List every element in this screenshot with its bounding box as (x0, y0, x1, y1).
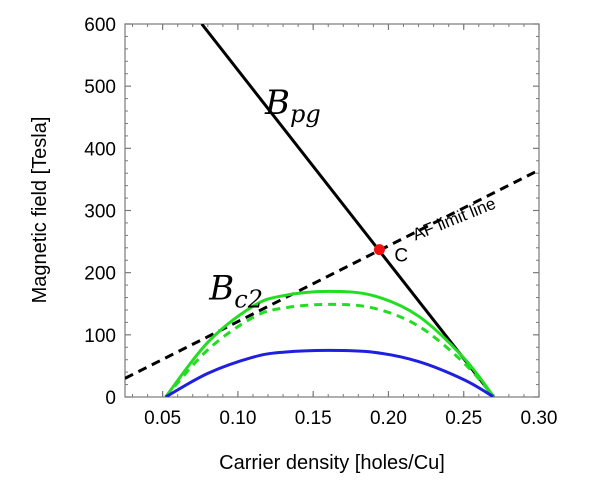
ticks-layer: 0.05 0.10 0.15 0.20 0.25 0.30 0 100 200 300 400 500… (84, 15, 557, 429)
bpg-label: Bpg (264, 83, 321, 128)
y-tick-label: 0 (105, 388, 116, 409)
series-line-3 (164, 289, 496, 397)
x-axis-title: Carrier density [holes/Cu] (219, 452, 445, 474)
series-line-2 (125, 168, 539, 380)
point-c-label: C (394, 246, 408, 267)
y-tick-label: 300 (84, 202, 116, 223)
x-tick-label: 0.30 (521, 408, 558, 429)
series-layer (125, 24, 539, 397)
x-tick-label: 0.15 (295, 408, 332, 429)
y-tick-label: 600 (84, 15, 116, 36)
y-axis-title: Magnetic field [Tesla] (29, 117, 51, 304)
critical-point-marker (373, 244, 385, 256)
series-line-5 (164, 348, 495, 397)
y-tick-label: 400 (84, 139, 116, 160)
series-line-1 (200, 24, 496, 397)
af-limit-line-label: AF limit line (410, 194, 499, 245)
x-tick-label: 0.05 (144, 408, 181, 429)
y-tick-label: 100 (84, 326, 116, 347)
x-tick-label: 0.20 (370, 408, 407, 429)
bc2-label: Bc2 (208, 268, 263, 313)
x-tick-label: 0.25 (445, 408, 482, 429)
y-tick-label: 500 (84, 77, 116, 98)
series-line-4 (164, 302, 495, 397)
y-tick-label: 200 (84, 264, 116, 285)
x-tick-label: 0.10 (219, 408, 256, 429)
